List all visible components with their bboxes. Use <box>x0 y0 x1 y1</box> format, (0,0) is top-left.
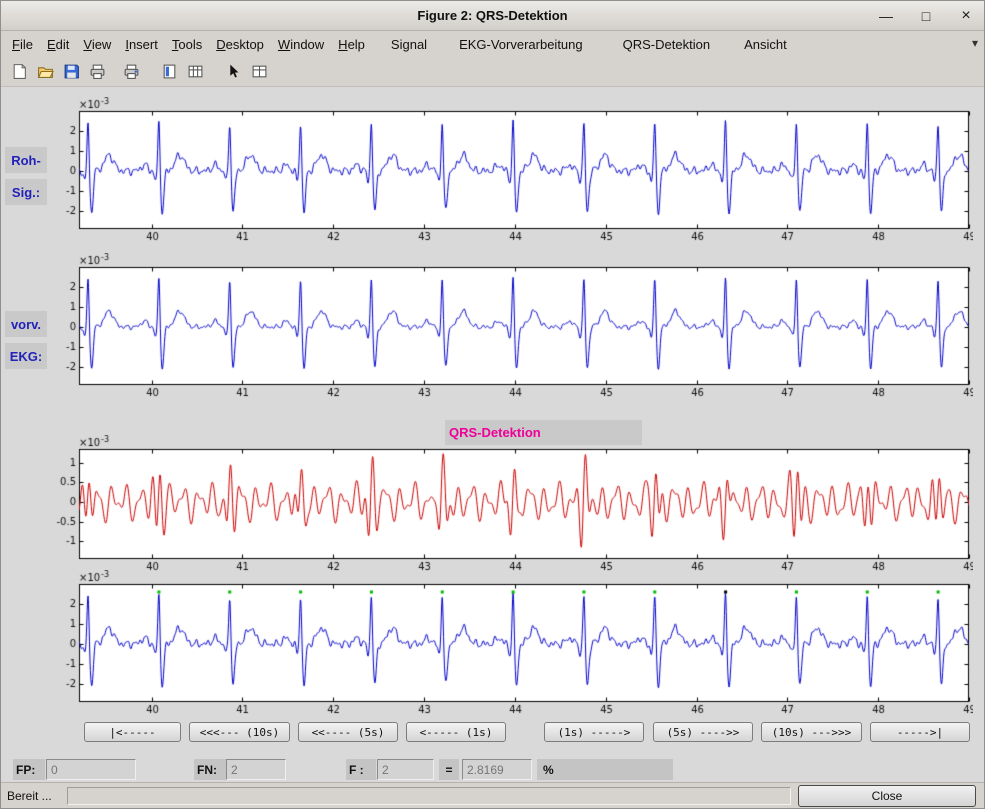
equals-label: = <box>439 759 459 780</box>
window-title: Figure 2: QRS-Detektion <box>417 8 568 23</box>
raw-signal-plot <box>45 97 973 245</box>
open-file-button[interactable] <box>33 60 57 84</box>
minimize-icon[interactable]: — <box>879 8 893 24</box>
menu-item-ansicht[interactable]: Ansicht <box>744 36 787 52</box>
raw-signal-label-line1: Roh- <box>5 147 47 173</box>
status-text: Bereit ... <box>7 789 52 803</box>
detection-result-plot <box>45 570 973 718</box>
save-button[interactable] <box>59 60 83 84</box>
cursor-arrow-icon <box>229 64 238 78</box>
menu-item-tools[interactable]: Tools <box>171 36 203 52</box>
nav-fwd-10s-button[interactable]: (10s) --->>> <box>761 722 862 742</box>
fn-value-field[interactable] <box>226 759 286 780</box>
print-button[interactable] <box>85 60 109 84</box>
open-folder-icon <box>37 67 54 78</box>
property-editor-button[interactable] <box>247 60 271 84</box>
result-value-field[interactable] <box>462 759 532 780</box>
figure-toolbar <box>1 57 984 87</box>
status-panel <box>67 787 791 805</box>
page-setup-button[interactable] <box>119 60 143 84</box>
raw-signal-label-line2: Sig.: <box>5 179 47 205</box>
menu-item-view[interactable]: View <box>83 36 112 52</box>
nav-end-button[interactable]: ----->| <box>870 722 970 742</box>
preprocessed-ecg-plot <box>45 253 973 401</box>
menu-item-file[interactable]: File <box>12 36 33 52</box>
menu-item-qrs-detektion[interactable]: QRS-Detektion <box>622 36 711 52</box>
menu-overflow-icon[interactable]: ▾ <box>971 36 978 50</box>
menu-item-help[interactable]: Help <box>338 36 365 52</box>
window-titlebar[interactable]: Figure 2: QRS-Detektion — □ × <box>1 1 984 31</box>
nav-back-10s-button[interactable]: <<<--- (10s) <box>189 722 290 742</box>
f-label: F : <box>346 759 376 780</box>
property-grid-icon <box>252 65 266 78</box>
close-icon[interactable]: × <box>961 7 971 24</box>
close-figure-button[interactable]: Close <box>798 785 976 807</box>
new-document-icon <box>13 64 26 79</box>
nav-fwd-5s-button[interactable]: (5s) ---->> <box>653 722 753 742</box>
menu-item-insert[interactable]: Insert <box>125 36 158 52</box>
window-controls: — □ × <box>878 1 974 31</box>
menu-item-ekg-vorverarbeitung[interactable]: EKG-Vorverarbeitung <box>459 36 583 52</box>
printer-preview-icon <box>124 64 138 79</box>
percent-label: % <box>537 759 673 780</box>
legend-grid-icon <box>188 65 202 78</box>
plot-tools-panel-icon <box>163 64 175 79</box>
floppy-disk-icon <box>64 64 79 79</box>
nav-start-button[interactable]: |<----- <box>84 722 181 742</box>
statusbar: Bereit ... Close <box>1 782 984 808</box>
plot-tools-button[interactable] <box>157 60 181 84</box>
new-figure-button[interactable] <box>7 60 31 84</box>
fp-value-field[interactable] <box>46 759 136 780</box>
printer-icon <box>90 64 104 79</box>
menu-item-desktop[interactable]: Desktop <box>216 36 264 52</box>
f-value-field[interactable] <box>377 759 434 780</box>
nav-back-1s-button[interactable]: <----- (1s) <box>406 722 506 742</box>
preprocessed-label-line1: vorv. <box>5 311 47 337</box>
preprocessed-label-line2: EKG: <box>5 343 47 369</box>
menu-item-window[interactable]: Window <box>277 36 325 52</box>
fp-label: FP: <box>13 759 45 780</box>
pointer-mode-button[interactable] <box>221 60 245 84</box>
maximize-icon[interactable]: □ <box>921 8 931 24</box>
insert-legend-button[interactable] <box>183 60 207 84</box>
menu-item-signal[interactable]: Signal <box>390 36 428 52</box>
fn-label: FN: <box>194 759 226 780</box>
menubar: File Edit View Insert Tools Desktop Wind… <box>1 31 984 57</box>
nav-back-5s-button[interactable]: <<---- (5s) <box>298 722 398 742</box>
nav-fwd-1s-button[interactable]: (1s) -----> <box>544 722 644 742</box>
qrs-bandpass-plot <box>45 435 973 575</box>
menu-item-edit[interactable]: Edit <box>46 36 70 52</box>
